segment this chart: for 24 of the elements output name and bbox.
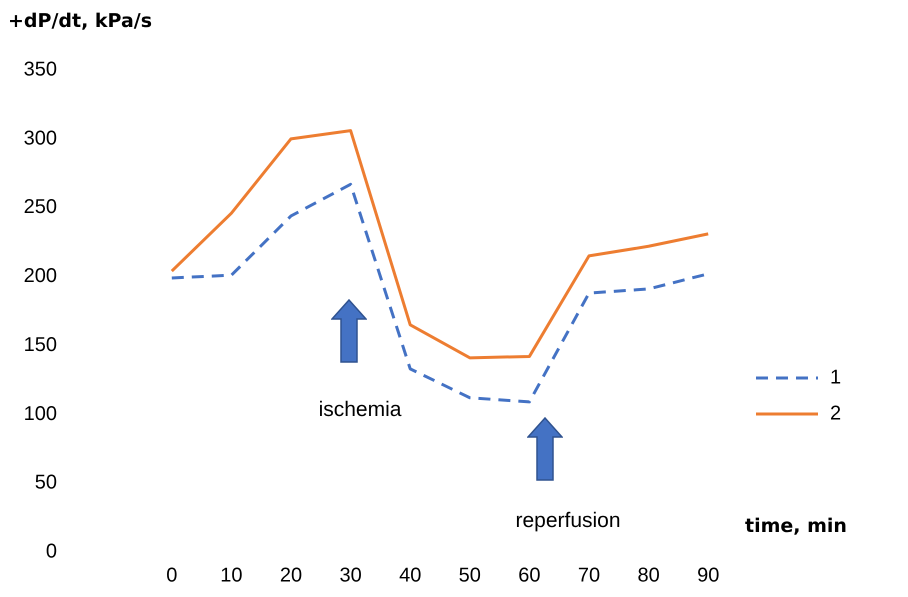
x-axis-title: time, min bbox=[745, 515, 847, 537]
y-tick-label: 250 bbox=[24, 196, 57, 218]
y-tick-label: 100 bbox=[24, 402, 57, 425]
y-tick-label: 150 bbox=[24, 334, 57, 356]
x-tick-label: 50 bbox=[458, 564, 481, 587]
y-axis-title: +dP/dt, kPa/s bbox=[8, 10, 152, 32]
y-tick-label: 0 bbox=[46, 540, 57, 563]
x-tick-label: 80 bbox=[637, 564, 660, 587]
legend-label: 1 bbox=[830, 366, 842, 389]
y-tick-label: 200 bbox=[24, 265, 57, 288]
legend-label: 2 bbox=[830, 402, 842, 425]
x-tick-label: 0 bbox=[166, 564, 178, 587]
y-tick-label: 300 bbox=[24, 127, 57, 150]
x-tick-label: 40 bbox=[399, 564, 422, 587]
x-tick-label: 60 bbox=[518, 564, 541, 587]
x-tick-label: 90 bbox=[697, 564, 720, 587]
annotation: ischemia bbox=[318, 398, 402, 421]
x-tick-label: 30 bbox=[339, 564, 362, 587]
y-tick-label: 350 bbox=[24, 58, 57, 81]
y-tick-label: 50 bbox=[34, 472, 57, 494]
x-tick-label: 20 bbox=[280, 564, 302, 587]
x-tick-label: 70 bbox=[578, 564, 600, 587]
annotation: reperfusion bbox=[515, 508, 621, 532]
x-tick-label: 10 bbox=[220, 564, 243, 587]
